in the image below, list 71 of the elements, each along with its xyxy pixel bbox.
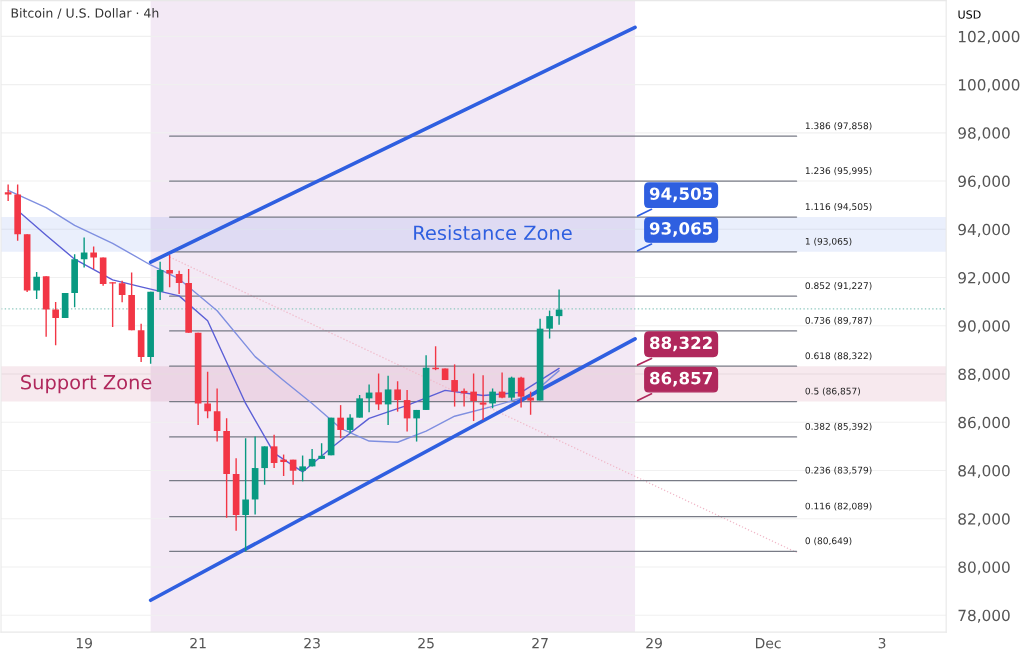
series-label: 0.236 (83,579) [805,466,872,475]
y-tick-label: 84,000 [958,464,1010,479]
y-axis-title: USD [958,10,981,19]
x-tick-label: 27 [532,637,548,649]
candlestick [33,271,40,300]
candlestick [270,434,278,469]
series-label: 0.5 (86,857) [805,387,860,396]
y-tick-label: 78,000 [958,609,1010,623]
text: Bitcoin / U.S. Dollar · 4h [11,8,159,19]
y-tick-label: 98,000 [958,127,1010,141]
series-label: 0.736 (89,787) [805,316,872,325]
candlestick [479,374,487,421]
x-tick-label: 29 [646,637,662,649]
annotation: 93,065 [649,222,713,237]
candlestick [52,301,59,347]
candlestick [109,281,116,328]
candlestick [156,261,164,301]
y-tick-label: 94,000 [958,223,1010,237]
y-tick-label: 92,000 [958,272,1010,286]
y-tick-label: 96,000 [958,175,1010,189]
y-tick-label: 82,000 [958,513,1010,527]
y-tick-label: 100,000 [958,79,1020,93]
y-tick-label: 102,000 [958,30,1020,44]
candlestick [413,409,420,443]
y-tick-label: 80,000 [958,561,1010,575]
candlestick [242,437,249,552]
candlestick [299,454,306,483]
x-tick-label: 21 [190,637,206,649]
series-label: 1 (93,065) [805,237,852,246]
x-tick-label: Dec [755,638,781,649]
series-label: 1.116 (94,505) [805,203,872,212]
y-tick-label: 90,000 [958,320,1010,334]
candlestick [498,371,506,400]
y-tick-label: 88,000 [958,368,1010,382]
candlestick [118,279,126,303]
series-label: 0.618 (88,322) [805,352,872,361]
candlestick [451,363,458,408]
band-label: Resistance Zone [414,225,572,241]
candlestick [546,309,553,340]
candlestick [337,404,344,439]
y-tick-label: 86,000 [958,416,1010,430]
candlestick [166,254,173,288]
candlestick [508,375,515,402]
candlestick [527,390,534,416]
candlestick [375,372,382,411]
candlestick [204,371,211,419]
candlestick [489,387,496,409]
band-label: Support Zone [21,374,152,394]
annotation: 88,322 [649,336,712,352]
x-tick-label: 25 [418,637,434,649]
candlestick [356,394,363,419]
series-label: 0 (80,649) [805,537,852,546]
x-tick-label: 3 [878,637,886,649]
series-label: 1.236 (95,995) [805,167,872,176]
x-tick-label: 19 [76,637,92,649]
series-label: 0.382 (85,392) [805,422,872,431]
candlestick [80,236,88,269]
candlestick [261,445,268,486]
candlestick [394,380,401,413]
annotation: 86,857 [649,371,712,387]
candlestick [384,375,392,426]
candlestick [90,245,97,270]
candlestick [213,387,221,443]
series-label: 1.386 (97,858) [805,122,872,131]
x-tick-label: 23 [304,637,320,649]
candlestick [470,372,477,422]
candlestick [517,375,525,409]
annotation: 94,505 [649,187,713,203]
candlestick [4,183,12,202]
series-label: 0.116 (82,089) [805,502,872,511]
series-label: 0.852 (91,227) [805,282,872,291]
